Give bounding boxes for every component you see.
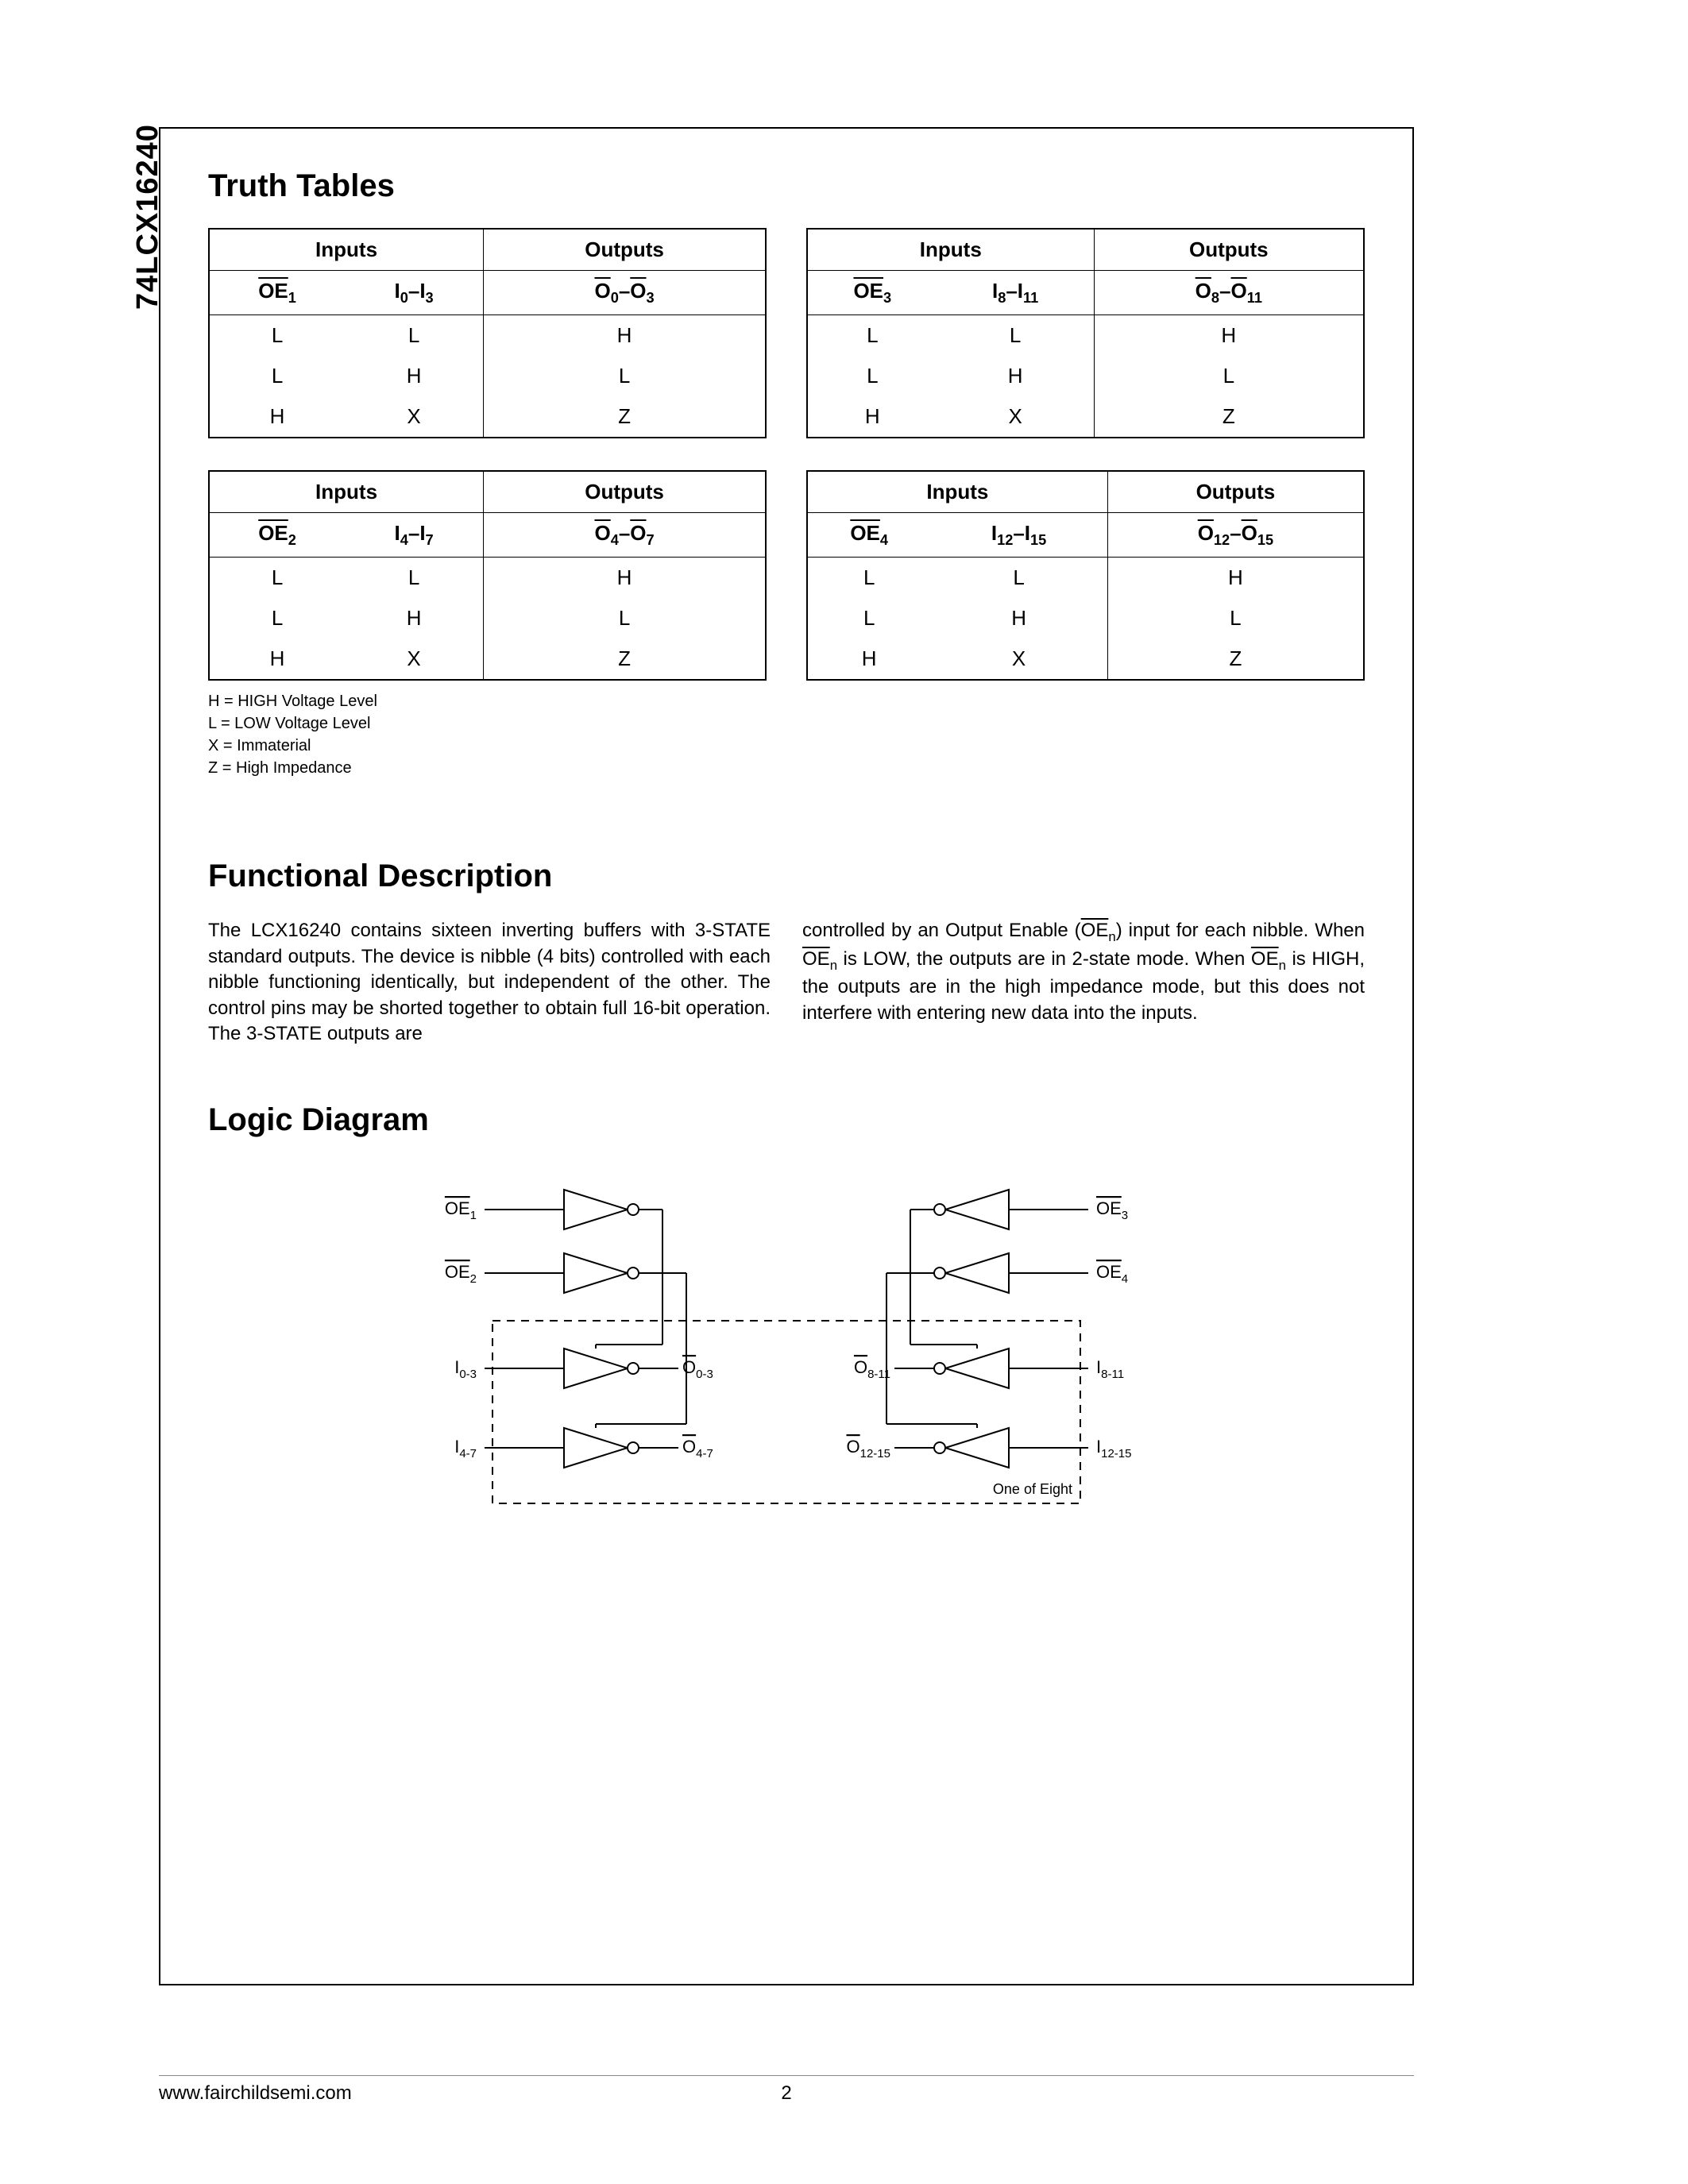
truth-table: InputsOutputsOE1I0–I3O0–O3LLHLHLHXZ [208,228,767,438]
truth-table-legend: H = HIGH Voltage LevelL = LOW Voltage Le… [208,690,1365,779]
truth-tables-grid: InputsOutputsOE1I0–I3O0–O3LLHLHLHXZInput… [208,228,1365,681]
svg-text:I4-7: I4-7 [454,1437,477,1461]
svg-text:O12-15: O12-15 [847,1437,891,1461]
footer-url: www.fairchildsemi.com [159,2082,352,2105]
legend-line: L = LOW Voltage Level [208,712,1365,735]
svg-text:O8-11: O8-11 [854,1357,890,1382]
svg-text:I0-3: I0-3 [454,1357,477,1382]
truth-table: InputsOutputsOE2I4–I7O4–O7LLHLHLHXZ [208,470,767,681]
svg-text:One of Eight: One of Eight [993,1481,1072,1497]
legend-line: H = HIGH Voltage Level [208,690,1365,712]
truth-table: InputsOutputsOE3I8–I11O8–O11LLHLHLHXZ [806,228,1365,438]
logic-diagram-section: Logic Diagram OE1OE2I0-3I4-7O0-3O4-7O8-1… [208,1102,1365,1543]
logic-diagram-svg: OE1OE2I0-3I4-7O0-3O4-7O8-11O12-15OE3OE4I… [389,1162,1184,1543]
svg-text:O4-7: O4-7 [682,1437,713,1461]
logic-diagram-wrap: OE1OE2I0-3I4-7O0-3O4-7O8-11O12-15OE3OE4I… [208,1162,1365,1543]
svg-text:OE1: OE1 [445,1198,477,1223]
functional-col-1: The LCX16240 contains sixteen inverting … [208,918,771,1047]
page: 74LCX16240 Truth Tables InputsOutputsOE1… [0,0,1688,2184]
svg-text:OE2: OE2 [445,1262,477,1287]
logic-diagram-heading: Logic Diagram [208,1102,1365,1138]
functional-description-section: Functional Description The LCX16240 cont… [208,859,1365,1047]
content-frame: Truth Tables InputsOutputsOE1I0–I3O0–O3L… [159,127,1414,1985]
svg-text:OE3: OE3 [1096,1198,1128,1223]
truth-tables-heading: Truth Tables [208,168,1365,204]
functional-col-2: controlled by an Output Enable (OEn) inp… [802,918,1365,1047]
svg-text:I12-15: I12-15 [1096,1437,1132,1461]
page-footer: www.fairchildsemi.com 2 [159,2075,1414,2105]
part-number-label: 74LCX16240 [131,124,165,310]
functional-description-heading: Functional Description [208,859,1365,894]
page-number: 2 [781,2082,791,2105]
truth-table: InputsOutputsOE4I12–I15O12–O15LLHLHLHXZ [806,470,1365,681]
legend-line: X = Immaterial [208,735,1365,757]
legend-line: Z = High Impedance [208,757,1365,779]
svg-text:OE4: OE4 [1096,1262,1128,1287]
svg-text:I8-11: I8-11 [1096,1357,1124,1382]
functional-description-columns: The LCX16240 contains sixteen inverting … [208,918,1365,1047]
